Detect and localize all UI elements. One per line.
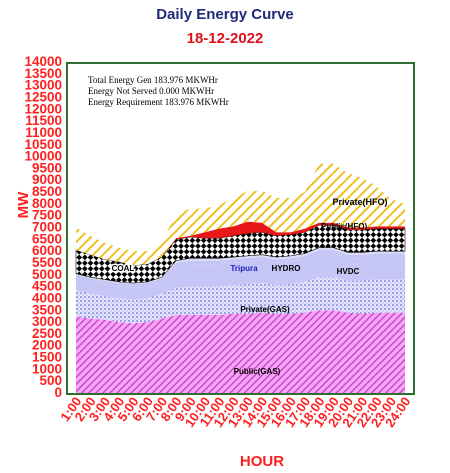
series-label-hydro: HYDRO [272,264,301,273]
series-label-public-gas: Public(GAS) [234,367,281,376]
annotation-not-served: Energy Not Served 0.000 MKWHr [88,86,214,96]
y-tick-label: 8500 [32,184,62,199]
series-label-tripura: Tripura [230,264,258,273]
y-tick-label: 5000 [32,267,62,282]
y-tick-label: 8000 [32,196,62,211]
area-tripura [76,249,405,288]
annotation-total-gen: Total Energy Gen 183.976 MKWHr [88,75,218,85]
series-label-private-gas: Private(GAS) [240,305,290,314]
y-tick-label: 13500 [24,66,62,81]
y-tick-label: 2500 [32,326,62,341]
series-label-hvdc: HVDC [337,267,360,276]
y-tick-label: 13000 [24,78,62,93]
y-tick-label: 4000 [32,290,62,305]
chart-date: 18-12-2022 [186,30,264,47]
y-tick-label: 6500 [32,231,62,246]
area-private-hfo [76,163,405,266]
y-tick-label: 5500 [32,255,62,270]
y-tick-label: 1500 [32,350,62,365]
area-private-gas [76,277,405,324]
y-tick-label: 11000 [25,125,62,140]
chart-title: Daily Energy Curve [156,6,294,23]
y-tick-label: 14000 [24,54,62,69]
y-tick-label: 2000 [32,338,62,353]
area-hvdc [76,253,405,300]
y-tick-label: 6000 [32,243,62,258]
y-tick-label: 12000 [24,101,62,116]
y-tick-label: 10500 [24,137,62,152]
y-tick-label: 7000 [32,220,62,235]
area-hydro [76,247,405,285]
y-tick-label: 10000 [24,149,62,164]
area-public-gas [76,310,405,393]
y-tick-label: 1000 [32,361,62,376]
series-label-coal: COAL [112,264,135,273]
annotation-requirement: Energy Requirement 183.976 MKWHr [88,97,229,107]
y-axis-label: MW [15,191,32,218]
y-tick-label: 9500 [32,160,62,175]
y-tick-label: 3500 [32,302,62,317]
y-tick-label: 9000 [32,172,62,187]
y-tick-label: 12500 [24,89,62,104]
series-label-public-hfo: Public(HFO) [321,222,368,231]
x-axis-label: HOUR [240,453,284,470]
y-tick-label: 500 [39,373,62,388]
y-tick-label: 7500 [32,208,62,223]
series-label-private-hfo: Private(HFO) [332,197,387,207]
area-public-hfo [76,221,405,266]
y-tick-label: 4500 [32,279,62,294]
y-tick-label: 0 [54,385,62,400]
y-tick-label: 11500 [25,113,62,128]
y-tick-label: 3000 [32,314,62,329]
